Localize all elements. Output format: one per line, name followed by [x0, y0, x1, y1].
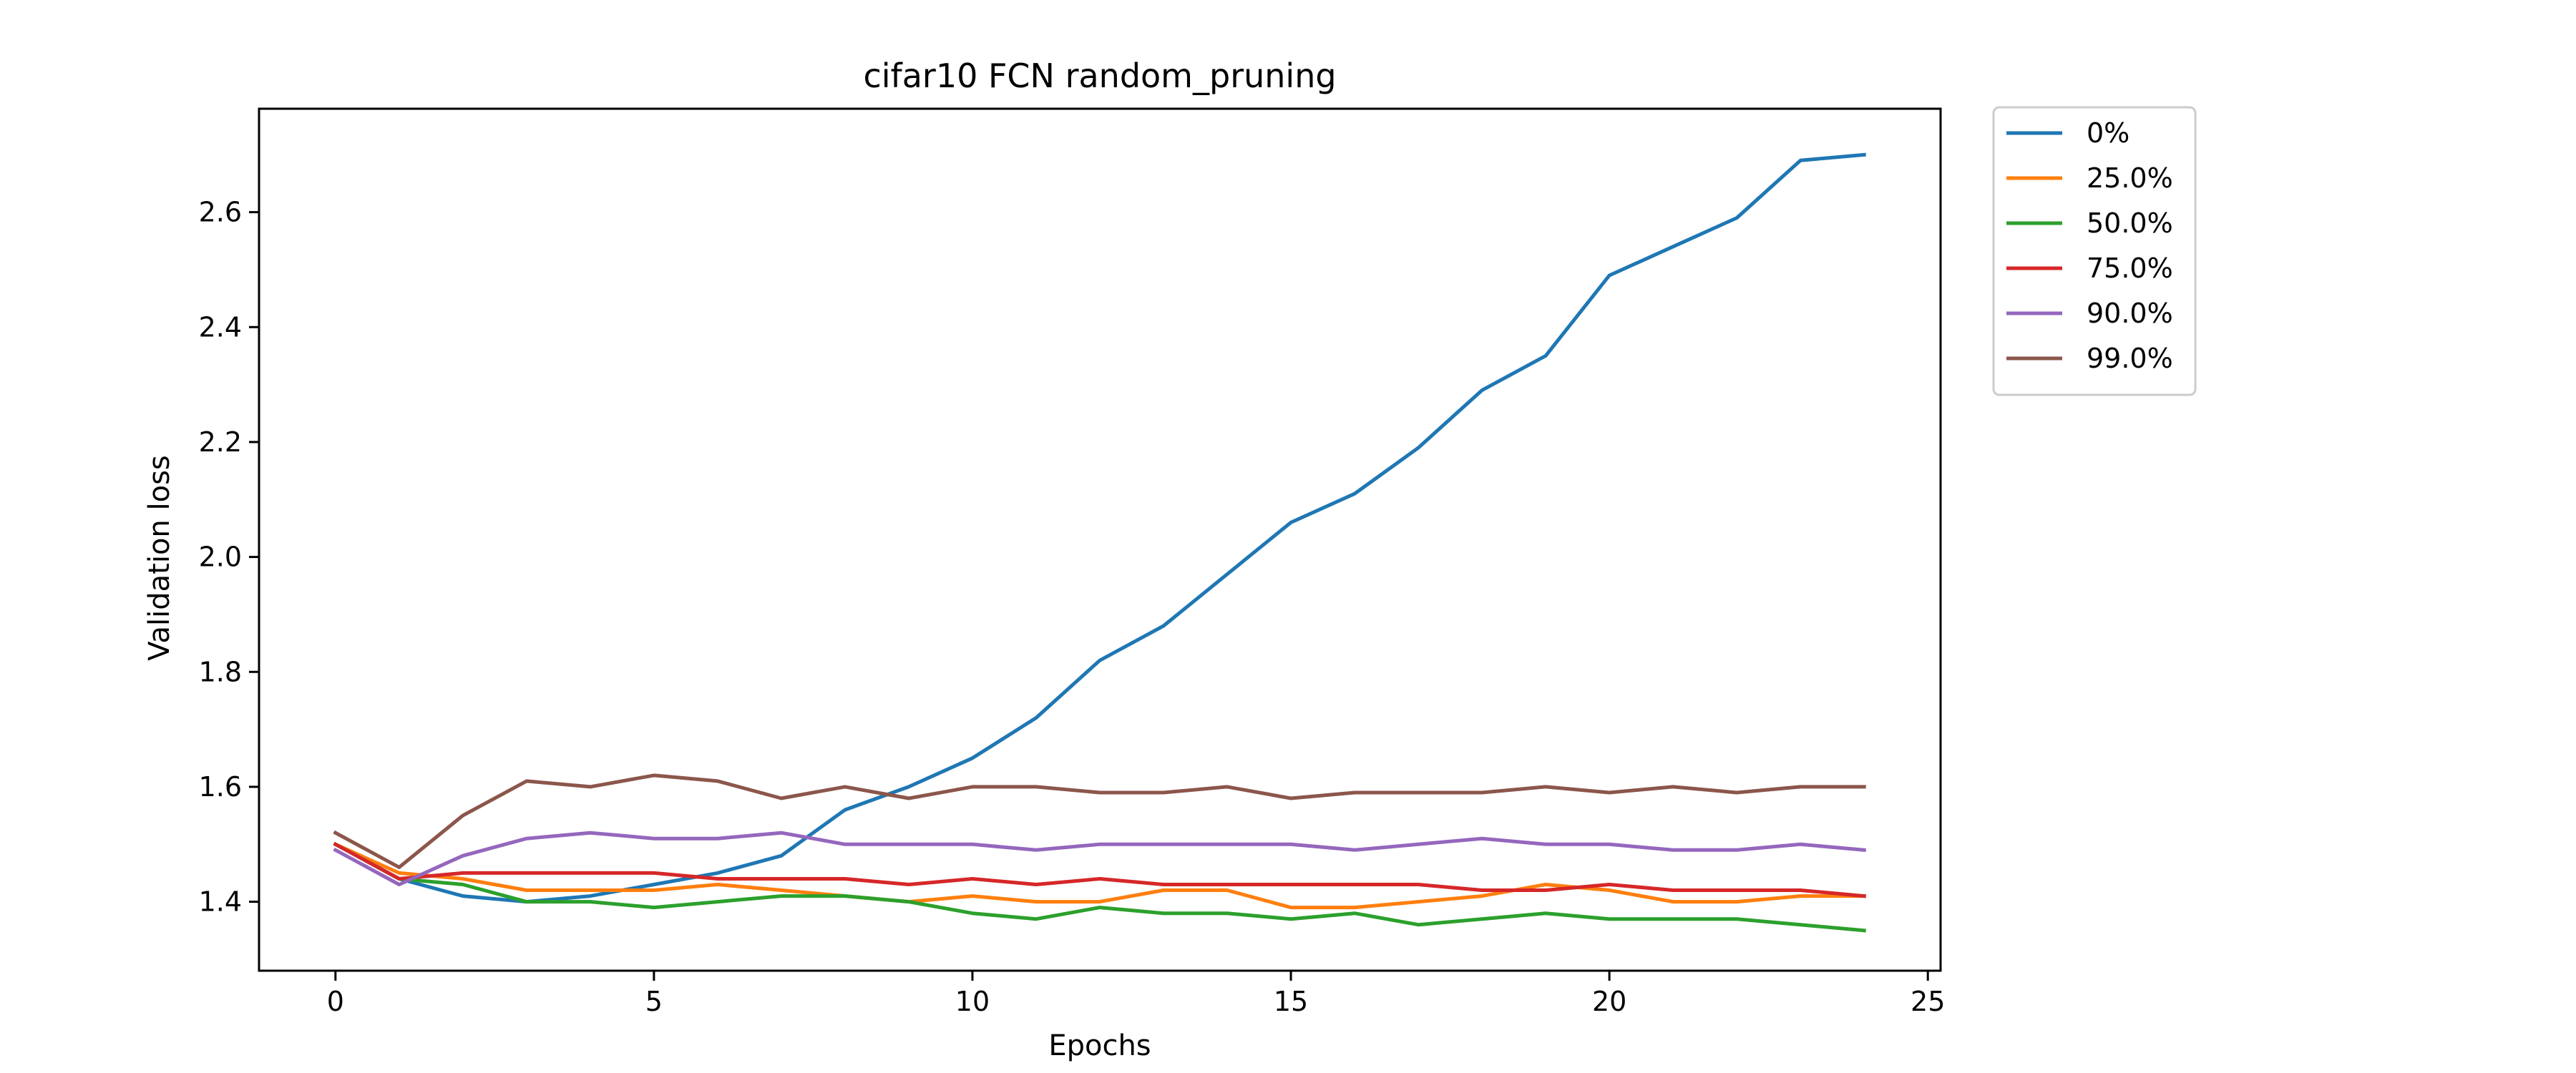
legend-label-1: 25.0%	[2087, 162, 2173, 194]
y-tick-label: 2.2	[199, 426, 242, 458]
x-axis-label: Epochs	[1048, 1029, 1151, 1062]
series-line-0	[333, 152, 1866, 904]
y-tick-label: 1.8	[199, 656, 242, 687]
axes-frame	[258, 107, 1942, 972]
legend-label-2: 50.0%	[2087, 207, 2173, 239]
series-line-4	[333, 831, 1866, 886]
legend-label-5: 99.0%	[2087, 343, 2173, 374]
chart-title: cifar10 FCN random_pruning	[863, 57, 1336, 95]
x-tick-label: 15	[1274, 986, 1308, 1017]
series-line-5	[333, 773, 1866, 869]
legend-label-0: 0%	[2087, 117, 2129, 149]
legend-label-4: 90.0%	[2087, 298, 2173, 329]
series-line-1	[333, 841, 1866, 910]
y-axis-label: Validation loss	[143, 455, 176, 661]
x-tick-label: 0	[327, 986, 344, 1017]
x-tick-label: 5	[645, 986, 663, 1017]
y-tick-label: 2.4	[199, 311, 242, 343]
legend-label-3: 75.0%	[2087, 253, 2173, 284]
y-tick-label: 2.6	[199, 197, 242, 228]
plot-area: 0 5 10 15 20 25 1.4 1.6 1.8 2.0 2.2 2.4 2.6	[199, 107, 1945, 1017]
y-tick-label: 1.4	[199, 886, 242, 918]
y-tick-label: 2.0	[199, 542, 242, 573]
legend: 0% 25.0% 50.0% 75.0% 90.0% 99.0%	[1992, 106, 2197, 396]
series-line-2	[333, 841, 1866, 933]
series-line-3	[333, 841, 1866, 898]
x-tick-label: 10	[955, 986, 990, 1017]
y-tick-label: 1.6	[199, 771, 242, 803]
x-tick-label: 25	[1911, 986, 1945, 1017]
x-tick-label: 20	[1592, 986, 1626, 1017]
